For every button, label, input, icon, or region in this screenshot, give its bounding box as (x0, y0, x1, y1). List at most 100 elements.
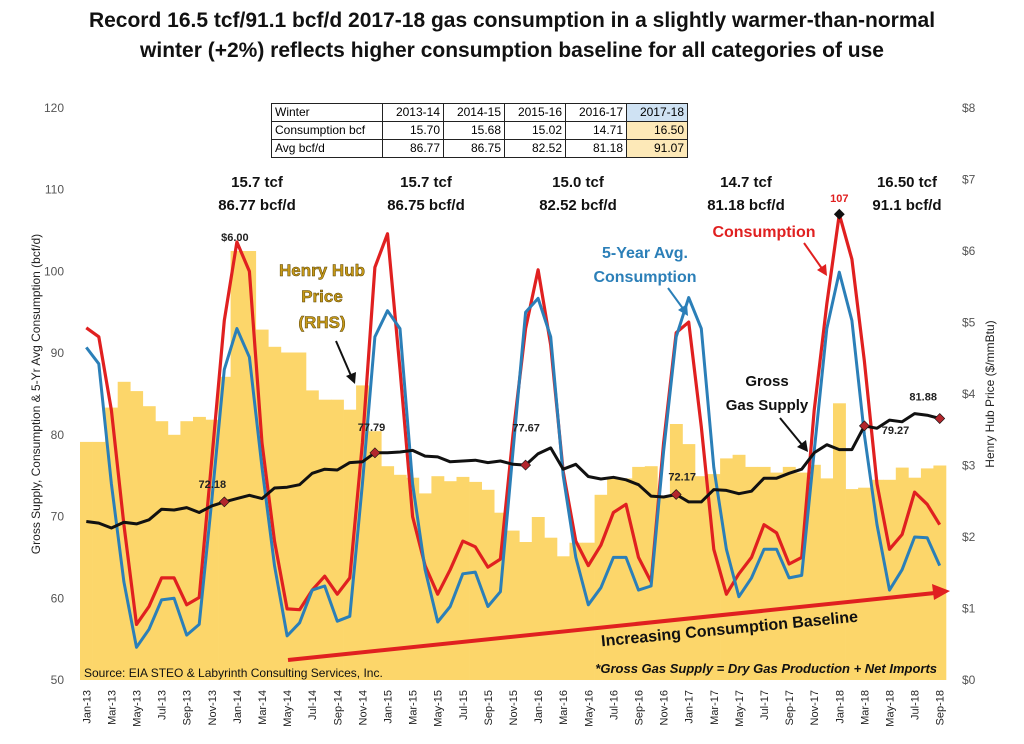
y-right-tick-label: $8 (962, 101, 976, 115)
x-tick-label: May-16 (583, 690, 595, 727)
bar-henry-hub (180, 421, 194, 680)
bar-henry-hub (782, 466, 796, 680)
baseline-arrowhead (932, 584, 950, 600)
table-cell: 86.77 (382, 139, 444, 158)
y-tick-label: 120 (44, 101, 64, 115)
table-cell: 82.52 (504, 139, 566, 158)
point-marker (670, 489, 682, 500)
bar-henry-hub (820, 478, 834, 680)
x-tick-label: Sep-15 (483, 690, 495, 725)
x-tick-label: Jan-16 (533, 690, 545, 724)
bar-henry-hub (908, 477, 922, 680)
bar-henry-hub (933, 465, 947, 680)
five-year-arrowhead (678, 304, 688, 316)
table-row: Consumption bcf 15.70 15.68 15.02 14.71 … (271, 121, 688, 140)
table-cell: 2016-17 (565, 103, 627, 122)
x-tick-label: May-14 (282, 690, 294, 727)
bar-henry-hub (556, 556, 570, 680)
point-label: 81.88 (909, 392, 937, 404)
y-tick-label: 80 (51, 428, 65, 442)
henry-hub-arrowhead (346, 372, 356, 384)
x-tick-label: Jan-14 (232, 690, 244, 724)
bar-henry-hub (531, 517, 545, 680)
x-tick-label: Jul-14 (307, 690, 319, 720)
point-label: 72.17 (668, 472, 696, 484)
y-right-tick-label: $3 (962, 459, 976, 473)
bar-henry-hub (669, 424, 683, 680)
bar-henry-hub (268, 346, 282, 680)
bar-henry-hub (293, 352, 307, 680)
point-marker (369, 447, 381, 459)
five-year-label-2: Consumption (593, 269, 696, 286)
x-tick-label: Sep-16 (634, 690, 646, 725)
table-cell: 91.07 (626, 139, 688, 158)
point-marker (520, 459, 531, 471)
baseline-arrow (287, 591, 936, 662)
y-right-tick-label: $1 (962, 602, 976, 616)
x-tick-label: Nov-14 (357, 690, 369, 725)
table-cell: 2015-16 (504, 103, 566, 122)
x-tick-label: Sep-18 (935, 690, 947, 725)
bar-henry-hub (720, 458, 733, 680)
footnote: *Gross Gas Supply = Dry Gas Production +… (595, 661, 937, 676)
x-tick-label: Jan-18 (834, 690, 846, 724)
y-right-axis-label: Henry Hub Price ($/mmBtu) (983, 320, 997, 467)
bar-henry-hub (833, 403, 846, 680)
table-cell: 15.70 (382, 121, 444, 140)
bar-henry-hub (393, 474, 407, 680)
bar-henry-hub (218, 376, 231, 680)
series-lines: $6.00 72.18 77.79 77.67 72.17 79.27 81.88 107 (85, 193, 946, 649)
y-right-tick-label: $7 (962, 173, 976, 187)
henry-hub-label-3: (RHS) (298, 313, 345, 332)
x-tick-label: Jul-18 (910, 690, 922, 720)
x-tick-label: Mar-18 (859, 690, 871, 725)
consumption-arrowhead (817, 264, 827, 276)
bar-henry-hub (142, 406, 156, 680)
bar-henry-hub (607, 478, 620, 680)
chart-title: Record 16.5 tcf/91.1 bcf/d 2017-18 gas c… (0, 6, 1024, 66)
x-tick-label: May-13 (132, 690, 144, 727)
table-cell: 86.75 (443, 139, 505, 158)
winter-4-tcf: 14.7 tcf (720, 174, 773, 191)
bar-henry-hub (318, 399, 332, 680)
point-marker (833, 208, 845, 220)
winter-4-bcfd: 81.18 bcf/d (707, 197, 785, 214)
y-tick-label: 110 (45, 183, 64, 197)
y-right-tick-label: $4 (962, 387, 976, 401)
bar-henry-hub (80, 441, 93, 680)
winter-5-bcfd: 91.1 bcf/d (872, 197, 941, 214)
line-5-year-avg-consumption (85, 270, 942, 649)
point-label: 72.18 (199, 479, 227, 491)
bar-henry-hub (745, 466, 759, 680)
x-tick-label: Mar-17 (709, 690, 721, 725)
bar-henry-hub (444, 481, 457, 680)
y-axis-label: Gross Supply, Consumption & 5-Yr Avg Con… (29, 234, 43, 554)
x-tick-label: Mar-16 (558, 690, 570, 725)
gross-supply-label-2: Gas Supply (726, 397, 809, 414)
bar-henry-hub (757, 466, 771, 680)
bar-henry-hub (469, 481, 482, 680)
point-marker (858, 420, 870, 432)
gross-supply-arrowhead (797, 440, 808, 452)
henry-hub-arrow (335, 340, 353, 379)
table-cell: Avg bcf/d (271, 139, 383, 158)
bar-henry-hub (544, 537, 558, 680)
x-tick-label: Nov-13 (207, 690, 219, 725)
y-right-tick-label: $5 (962, 316, 976, 330)
axes: 50 60 70 80 90 100 110 120 $0 $1 $2 $3 $4 $5 $6 $7 $8 Jan… (29, 101, 997, 727)
y-tick-label: 100 (44, 264, 64, 278)
bar-henry-hub (167, 434, 181, 680)
table-cell: 16.50 (626, 121, 688, 140)
bar-henry-hub (193, 416, 206, 680)
bar-henry-hub (732, 454, 746, 680)
bar-henry-hub (807, 464, 821, 680)
y-tick-label: 60 (51, 591, 65, 605)
consumption-arrow (803, 242, 824, 271)
bar-henry-hub (305, 390, 319, 680)
winter-table: Winter 2013-14 2014-15 2015-16 2016-17 2… (271, 103, 688, 158)
point-marker (934, 413, 946, 424)
bar-henry-hub (519, 542, 533, 680)
bar-henry-hub (845, 489, 859, 680)
bar-henry-hub (456, 476, 470, 680)
